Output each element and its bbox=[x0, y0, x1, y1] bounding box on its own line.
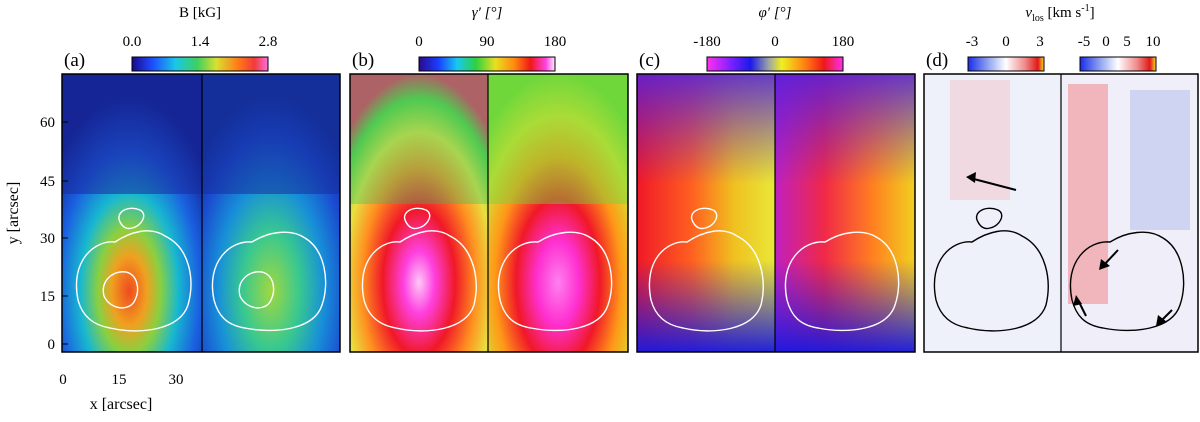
vlos-units-exponent: -1 bbox=[1081, 3, 1089, 14]
vlos-units-close: ] bbox=[1090, 5, 1095, 21]
umbra-contour-right bbox=[1069, 231, 1185, 332]
x-axis: 0 15 30 x [arcsec] bbox=[59, 372, 183, 413]
y-tick-label: 30 bbox=[40, 231, 55, 247]
panel-a-cbar-tick-1: 1.4 bbox=[191, 34, 210, 50]
panel-d-colorbar-2 bbox=[1079, 56, 1157, 72]
pore-contour bbox=[975, 207, 1003, 230]
panel-b-top-patches bbox=[350, 74, 488, 204]
panel-a-dark-top-left bbox=[62, 74, 202, 194]
panel-b-cbar-tick-0: 0 bbox=[415, 34, 423, 50]
panel-a-colorbar-title: B [kG] bbox=[179, 5, 221, 21]
panel-d-cbar2-tick-0: -5 bbox=[1078, 34, 1091, 50]
panel-d-cbar1-tick-2: 3 bbox=[1036, 34, 1044, 50]
y-axis: y [arcsec] 0 15 30 45 60 bbox=[5, 115, 68, 353]
panel-d-map-right bbox=[1061, 74, 1198, 352]
panel-c-cbar-tick-2: 180 bbox=[832, 34, 855, 50]
panel-a-dark-top-right bbox=[202, 74, 340, 194]
umbra-contour-right bbox=[784, 231, 900, 332]
panel-b-colorbar bbox=[418, 56, 556, 72]
panel-c-bottom-shade bbox=[637, 260, 915, 352]
panel-c-label: (c) bbox=[639, 50, 660, 71]
panel-a: (a) B [kG] 0.0 1.4 2.8 bbox=[61, 5, 341, 353]
panel-b-label: (b) bbox=[352, 50, 374, 71]
panel-a-colorbar bbox=[131, 56, 269, 72]
panel-d-cbar1-tick-0: -3 bbox=[966, 34, 979, 50]
umbra-contour bbox=[75, 230, 192, 332]
panel-c-cbar-tick-1: 0 bbox=[771, 34, 779, 50]
x-tick-label: 30 bbox=[169, 372, 184, 388]
panel-b-map-left bbox=[350, 74, 488, 352]
panel-c-cbar-tick-0: -180 bbox=[693, 34, 721, 50]
umbra-contour-right bbox=[211, 231, 327, 332]
y-axis-label: y [arcsec] bbox=[5, 182, 22, 245]
panel-c-colorbar-title: φ′ [°] bbox=[758, 5, 791, 21]
panel-d-frame bbox=[923, 73, 1199, 353]
panel-d-label: (d) bbox=[926, 50, 948, 71]
penumbra-contour-right bbox=[238, 271, 275, 309]
umbra-contour bbox=[648, 230, 764, 332]
panel-a-label: (a) bbox=[64, 50, 85, 71]
panel-d-map-left bbox=[924, 74, 1061, 352]
panel-d-pink-patch bbox=[950, 80, 1010, 200]
vlos-subscript: los bbox=[1032, 13, 1044, 24]
panel-c-frame bbox=[636, 73, 916, 353]
panel-d-red-band bbox=[1068, 84, 1108, 304]
panel-d: (d) vlos [km s-1] -3 0 3 -5 0 5 10 bbox=[923, 3, 1199, 353]
arrowhead-icon bbox=[966, 172, 976, 183]
panel-a-cbar-tick-2: 2.8 bbox=[259, 34, 278, 50]
vlos-units: [km s bbox=[1044, 5, 1082, 21]
arrowhead-icon bbox=[1156, 315, 1167, 326]
x-axis-label: x [arcsec] bbox=[90, 396, 153, 413]
panel-d-cbar2-tick-2: 5 bbox=[1123, 34, 1131, 50]
panel-d-colorbar-title: vlos [km s-1] bbox=[1025, 3, 1094, 24]
panel-c: (c) φ′ [°] -180 0 180 bbox=[636, 5, 916, 353]
pore-contour bbox=[690, 207, 718, 230]
panel-d-blue-patch bbox=[1130, 90, 1190, 230]
panel-a-frame bbox=[61, 73, 341, 353]
y-tick-label: 15 bbox=[40, 289, 55, 305]
arrowhead-icon bbox=[1073, 295, 1082, 306]
penumbra-contour bbox=[102, 271, 139, 309]
panel-d-colorbar-1 bbox=[967, 56, 1045, 72]
panel-b-frame bbox=[349, 73, 629, 353]
vlos-symbol: v bbox=[1025, 5, 1032, 21]
panel-d-cbar2-tick-1: 0 bbox=[1102, 34, 1110, 50]
panel-d-cbar1-tick-1: 0 bbox=[1002, 34, 1010, 50]
umbra-contour bbox=[933, 230, 1049, 332]
x-tick-label: 15 bbox=[112, 372, 127, 388]
x-tick-label: 0 bbox=[59, 372, 67, 388]
umbra-contour-right bbox=[497, 231, 613, 332]
panel-b-cbar-tick-2: 180 bbox=[544, 34, 567, 50]
panel-b: (b) γ′ [°] 0 90 180 bbox=[349, 5, 629, 353]
panel-c-top-shade bbox=[637, 74, 915, 184]
panel-c-colorbar bbox=[706, 56, 844, 72]
umbra-contour bbox=[361, 230, 477, 332]
panel-b-colorbar-title: γ′ [°] bbox=[472, 5, 503, 21]
panel-d-cbar2-tick-3: 10 bbox=[1146, 34, 1161, 50]
panel-b-top-right-patches bbox=[488, 74, 628, 204]
y-tick-label: 60 bbox=[40, 115, 55, 131]
y-tick-label: 45 bbox=[40, 174, 55, 190]
flow-arrow bbox=[969, 177, 1017, 191]
pore-contour bbox=[403, 207, 431, 230]
y-tick-label: 0 bbox=[48, 337, 56, 353]
arrowhead-icon bbox=[1099, 259, 1110, 270]
panel-a-cbar-tick-0: 0.0 bbox=[123, 34, 142, 50]
panel-b-map-right bbox=[488, 74, 628, 352]
pore-contour bbox=[118, 207, 145, 230]
panel-b-cbar-tick-1: 90 bbox=[480, 34, 495, 50]
